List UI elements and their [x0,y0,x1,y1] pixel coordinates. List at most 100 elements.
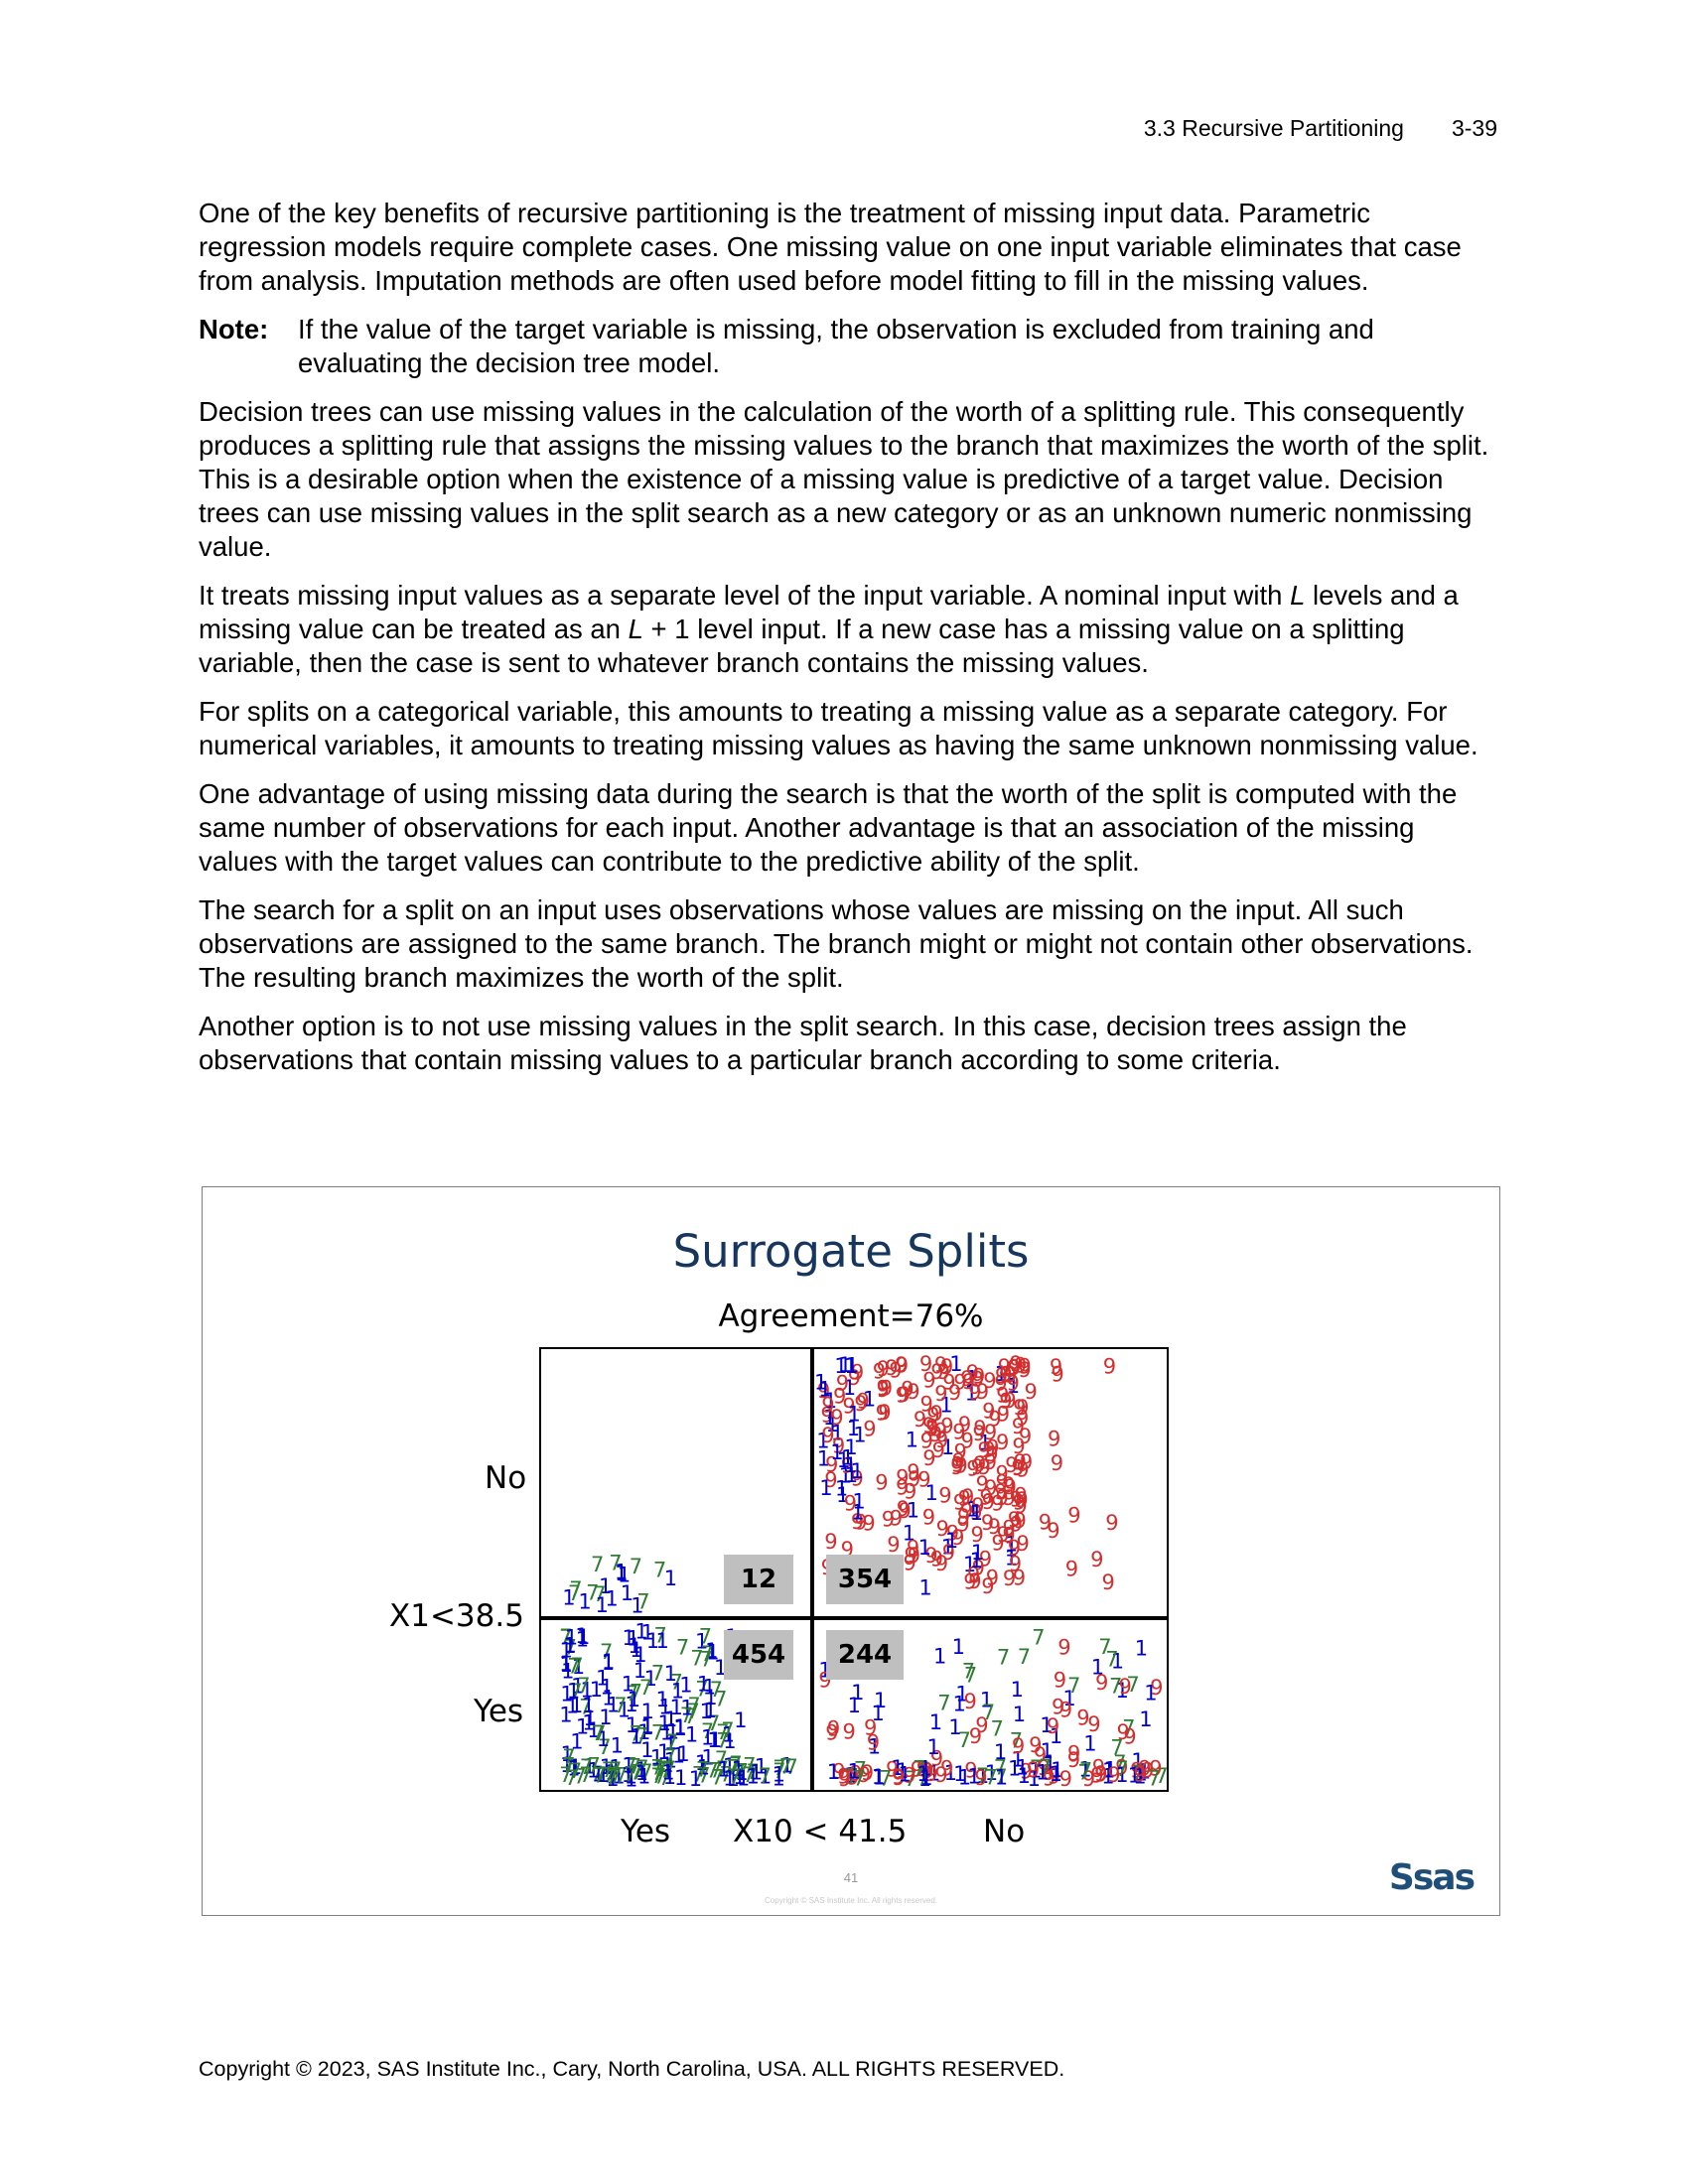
point-class-9: 9 [937,1360,950,1384]
point-class-1: 1 [576,1627,589,1651]
point-class-1: 1 [618,1564,631,1587]
point-class-1: 1 [1050,1724,1062,1748]
point-class-7: 7 [711,1766,724,1790]
point-class-9: 9 [1105,1511,1118,1535]
point-class-7: 7 [651,1720,664,1744]
point-class-9: 9 [1123,1725,1136,1749]
point-class-9: 9 [999,1390,1012,1414]
point-class-7: 7 [937,1692,950,1715]
point-class-9: 9 [1102,1570,1115,1594]
point-class-7: 7 [700,1642,713,1666]
point-class-7: 7 [631,1761,643,1785]
point-class-7: 7 [916,1766,929,1790]
point-class-1: 1 [733,1765,746,1789]
point-class-1: 1 [646,1629,659,1653]
point-class-9: 9 [938,1483,951,1507]
point-class-7: 7 [716,1720,729,1744]
point-class-9: 9 [1119,1675,1132,1699]
point-class-1: 1 [831,1422,844,1445]
point-class-1: 1 [735,1761,748,1785]
point-class-7: 7 [639,1676,652,1700]
point-class-9: 9 [991,1531,1004,1555]
point-class-1: 1 [587,1718,600,1742]
point-class-7: 7 [614,1694,627,1717]
point-class-7: 7 [592,1721,605,1745]
point-class-7: 7 [626,1682,638,1706]
point-class-1: 1 [927,1762,940,1786]
point-class-9: 9 [960,1367,973,1391]
point-class-1: 1 [641,1714,654,1738]
point-class-7: 7 [701,1719,714,1743]
point-class-1: 1 [625,1768,637,1790]
point-class-9: 9 [956,1512,969,1536]
point-class-1: 1 [560,1638,573,1662]
point-class-9: 9 [922,1505,935,1529]
point-class-9: 9 [953,1491,966,1515]
point-class-9: 9 [1095,1671,1108,1695]
point-class-9: 9 [1012,1415,1025,1438]
point-class-7: 7 [588,1753,601,1777]
point-class-1: 1 [980,1688,993,1711]
point-class-1: 1 [560,1653,573,1677]
point-class-9: 9 [817,1379,830,1403]
point-class-1: 1 [633,1659,646,1683]
point-class-1: 1 [817,1446,830,1470]
point-class-1: 1 [1041,1739,1054,1763]
point-class-1: 1 [704,1686,717,1709]
point-class-1: 1 [732,1757,745,1781]
point-class-9: 9 [978,1455,991,1479]
point-class-1: 1 [570,1694,583,1717]
note-text: If the value of the target variable is m… [298,314,1374,378]
point-class-7: 7 [577,1674,590,1698]
point-class-9: 9 [981,1511,994,1535]
point-class-7: 7 [985,1766,998,1790]
point-class-1: 1 [571,1674,584,1698]
point-class-1: 1 [1139,1707,1152,1731]
point-class-9: 9 [971,1494,984,1518]
point-class-1: 1 [1062,1687,1075,1710]
point-class-9: 9 [942,1541,955,1565]
point-class-9: 9 [1103,1355,1116,1379]
point-class-9: 9 [882,1508,895,1532]
point-class-9: 9 [1050,1355,1062,1379]
point-class-9: 9 [875,1471,888,1495]
point-class-7: 7 [639,1760,652,1784]
point-class-1: 1 [944,1761,957,1785]
point-class-1: 1 [559,1652,572,1676]
point-class-1: 1 [841,1446,854,1470]
point-class-1: 1 [704,1699,717,1722]
slide-page-number: 41 [843,1870,859,1885]
point-class-9: 9 [919,1352,932,1376]
point-class-9: 9 [935,1552,948,1575]
point-class-9: 9 [982,1438,995,1462]
point-class-9: 9 [899,1499,912,1523]
point-class-1: 1 [570,1730,583,1754]
point-class-9: 9 [1014,1483,1027,1507]
point-class-9: 9 [830,1406,843,1430]
point-class-9: 9 [863,1417,876,1440]
point-class-7: 7 [579,1695,592,1718]
point-class-1: 1 [903,1522,915,1546]
point-class-9: 9 [858,1763,871,1787]
point-class-9: 9 [821,1424,834,1447]
point-class-9: 9 [1034,1743,1047,1767]
point-class-9: 9 [1003,1486,1016,1510]
point-class-9: 9 [844,1492,857,1516]
point-class-9: 9 [1117,1720,1130,1744]
point-class-7: 7 [659,1759,672,1783]
point-class-9: 9 [985,1442,998,1466]
point-class-7: 7 [1126,1673,1139,1697]
point-class-1: 1 [948,1715,961,1739]
point-class-9: 9 [995,1364,1008,1388]
point-class-1: 1 [577,1625,590,1649]
point-class-1: 1 [705,1639,718,1663]
point-class-9: 9 [948,1381,961,1405]
point-class-9: 9 [979,1486,992,1510]
sas-logo: Ssas [1388,1857,1476,1898]
point-class-9: 9 [1039,1510,1052,1534]
point-class-9: 9 [901,1378,914,1402]
point-class-9: 9 [920,1393,933,1417]
point-class-7: 7 [1018,1645,1031,1669]
point-class-7: 7 [785,1755,798,1779]
point-class-9: 9 [1002,1473,1015,1497]
